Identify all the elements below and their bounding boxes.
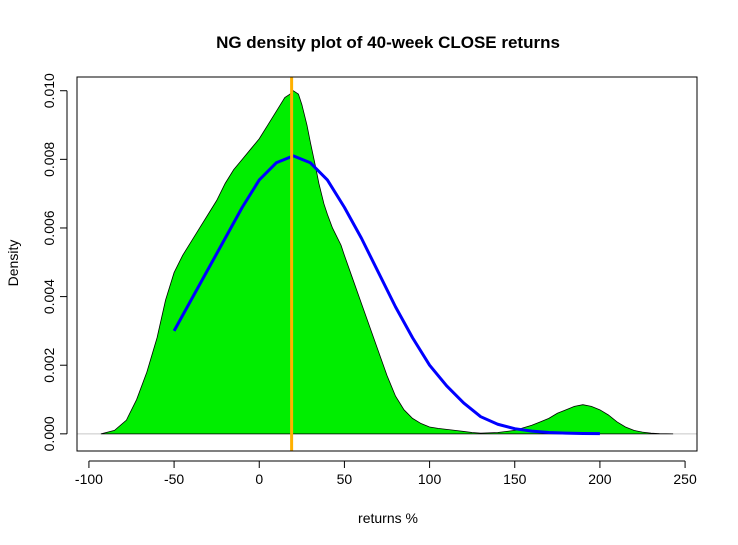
y-tick-label: 0.004 xyxy=(41,279,57,314)
y-tick-label: 0.006 xyxy=(41,210,57,245)
x-tick-label: 100 xyxy=(418,471,442,487)
density-area xyxy=(100,90,674,435)
chart-title: NG density plot of 40-week CLOSE returns xyxy=(216,33,560,52)
x-tick-label: 0 xyxy=(255,471,263,487)
x-axis-label: returns % xyxy=(358,510,418,526)
y-tick-label: 0.010 xyxy=(41,73,57,108)
normal-curve-line xyxy=(172,154,600,436)
x-tick-label: -100 xyxy=(75,471,103,487)
x-tick-label: 150 xyxy=(503,471,527,487)
y-axis-label: Density xyxy=(5,240,21,287)
x-tick-label: 200 xyxy=(588,471,612,487)
plot-area xyxy=(77,77,697,451)
axes: -100 -50 0 50 100 150 200 250 0.000 0.002 0.004 0.0… xyxy=(41,73,698,487)
y-tick-label: 0.002 xyxy=(41,347,57,382)
y-tick-label: 0.008 xyxy=(41,142,57,177)
y-tick-label: 0.000 xyxy=(41,416,57,451)
x-tick-label: 250 xyxy=(673,471,697,487)
plot-border xyxy=(76,76,698,452)
x-tick-label: 50 xyxy=(337,471,353,487)
x-tick-label: -50 xyxy=(164,471,184,487)
